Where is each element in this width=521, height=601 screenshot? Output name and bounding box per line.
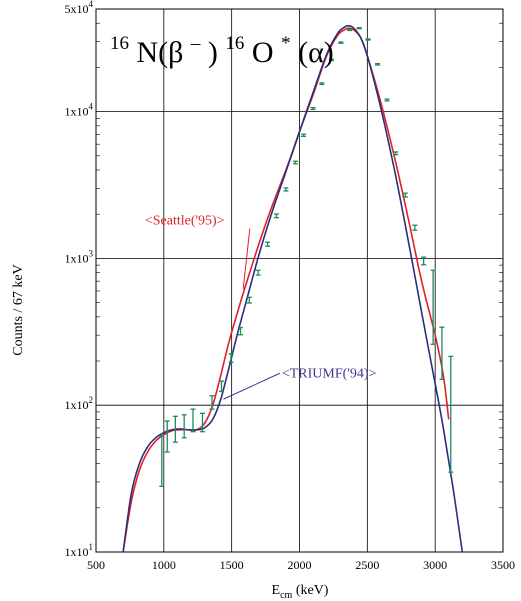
data-point bbox=[190, 408, 196, 433]
data-point bbox=[209, 395, 215, 410]
chart-title: 16 N(β – ) 16 O * (α) bbox=[110, 23, 334, 69]
title-alpha: (α) bbox=[298, 36, 334, 69]
x-axis-label-sub: cm bbox=[280, 590, 292, 601]
title-star: * bbox=[281, 33, 291, 54]
data-point bbox=[402, 192, 408, 198]
seattle-annotation: <Seattle('95)> bbox=[145, 214, 225, 229]
title-close: ) bbox=[208, 36, 218, 69]
title-text: 16 N(β – ) 16 O * (α) bbox=[110, 23, 334, 69]
data-point bbox=[384, 98, 390, 102]
data-point bbox=[246, 296, 252, 304]
data-point bbox=[421, 256, 427, 266]
y-tick-label: 1x103 bbox=[65, 248, 94, 265]
x-tick-label: 1500 bbox=[220, 558, 244, 572]
data-point bbox=[365, 38, 371, 41]
y-tick-label: 5x104 bbox=[65, 0, 94, 16]
data-point bbox=[412, 224, 418, 231]
data-point bbox=[439, 326, 445, 381]
data-point bbox=[164, 420, 170, 453]
data-point bbox=[310, 106, 316, 111]
triumf-annotation-line bbox=[223, 372, 281, 400]
triumf-curve bbox=[122, 24, 464, 553]
data-point bbox=[393, 151, 399, 156]
data-point bbox=[255, 269, 261, 276]
triumf-annotation: <TRIUMF('94)> bbox=[282, 366, 377, 381]
data-point bbox=[292, 160, 298, 165]
data-point bbox=[328, 58, 334, 62]
title-minus: – bbox=[190, 33, 201, 54]
data-point bbox=[181, 414, 187, 439]
data-point bbox=[448, 355, 454, 473]
x-axis-label-base: E bbox=[272, 583, 281, 598]
x-axis-label-rest: (keV) bbox=[292, 583, 328, 598]
x-axis-label: Ecm (keV) bbox=[272, 583, 329, 601]
data-point bbox=[375, 62, 381, 66]
title-mass-n: 16 bbox=[110, 33, 129, 54]
y-tick-label: 1x104 bbox=[65, 102, 94, 119]
data-point bbox=[273, 213, 279, 219]
y-axis-label: Counts / 67 keV bbox=[11, 264, 26, 355]
data-point bbox=[228, 353, 234, 363]
data-point bbox=[218, 380, 224, 393]
title-n-beta: N(β bbox=[137, 36, 184, 69]
data-point bbox=[338, 41, 344, 44]
plot-area: 500 1000 1500 2000 2500 3000 3500 1x101 1x102 1x1… bbox=[65, 0, 516, 572]
data-point bbox=[319, 82, 325, 86]
y-tick-label: 1x101 bbox=[65, 542, 94, 559]
x-tick-label: 1000 bbox=[152, 558, 176, 572]
x-tick-label: 2500 bbox=[355, 558, 379, 572]
title-mass-o: 16 bbox=[225, 33, 244, 54]
data-point bbox=[237, 326, 243, 336]
x-tick-label: 500 bbox=[87, 558, 105, 572]
data-point bbox=[199, 412, 205, 433]
title-o: O bbox=[252, 36, 274, 69]
seattle-curve bbox=[122, 27, 450, 553]
data-point bbox=[356, 26, 362, 30]
x-tick-label: 3500 bbox=[491, 558, 515, 572]
x-tick-label: 3000 bbox=[423, 558, 447, 572]
seattle-annotation-line bbox=[242, 228, 251, 289]
data-point bbox=[430, 269, 436, 345]
data-point bbox=[347, 28, 353, 32]
x-tick-label: 2000 bbox=[288, 558, 312, 572]
data-point bbox=[265, 241, 271, 247]
data-point bbox=[172, 415, 178, 443]
data-point bbox=[301, 133, 307, 137]
data-point bbox=[159, 435, 165, 488]
y-tick-label: 1x102 bbox=[65, 395, 94, 412]
data-point bbox=[283, 187, 289, 192]
